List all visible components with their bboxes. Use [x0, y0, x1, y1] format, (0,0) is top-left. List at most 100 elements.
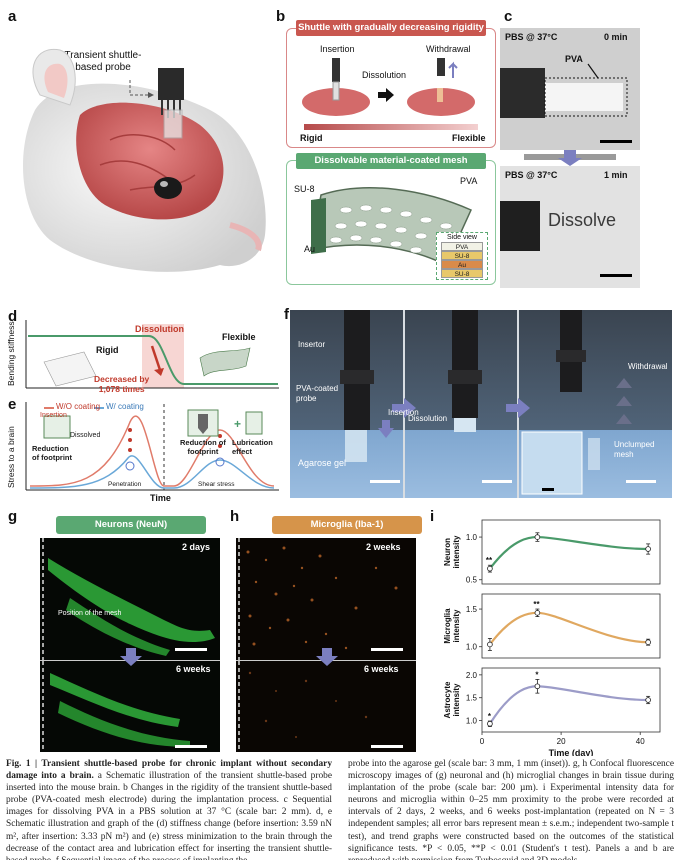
panel-h-label: h: [230, 508, 240, 525]
condition-0min: PBS @ 37°C: [505, 32, 558, 42]
chart-i-xtick-label-1: 20: [557, 737, 566, 746]
svg-text:+: +: [234, 417, 241, 431]
lubrication-line2: effect: [232, 447, 253, 456]
probe-label-line2: based probe: [75, 62, 131, 73]
chart-i-ylabel-word-0-0: Neuron: [443, 538, 452, 566]
microglia-time-2weeks: 2 weeks: [366, 542, 401, 552]
decrease-line2: 1,078 times: [98, 384, 145, 394]
chart-i-ytick-label-0-1: 1.0: [466, 533, 478, 542]
legend-without: W/O coating: [56, 402, 101, 411]
chart-i-ylabel-1: Microgliaintensity: [443, 608, 461, 644]
time-0min: 0 min: [604, 32, 628, 42]
d-ylabel: Bending stiffness: [6, 321, 16, 386]
microglia-banner: Microglia (Iba-1): [272, 516, 422, 534]
chart-i-ylabel-word-0-1: intensity: [452, 535, 461, 568]
panel-a-label: a: [8, 8, 17, 25]
chart-i-sig-2-1: *: [535, 670, 539, 679]
chart-i-sig-1-1: **: [533, 600, 540, 609]
chart-i-frame-1: [481, 593, 661, 659]
e-dissolved-label: Dissolved: [70, 432, 101, 439]
shear-label: Shear stress: [198, 481, 235, 488]
neuron-time-2days: 2 days: [182, 542, 211, 552]
implant-sequence-photo: [290, 310, 672, 498]
lubrication: Lubrication effect: [232, 438, 273, 456]
chart-i-point-0-0: [487, 565, 493, 572]
chart-i-ytick-label-2-2: 2.0: [466, 671, 478, 680]
neuron-image-2days: [40, 538, 220, 660]
layer-su8-bottom: SU-8: [441, 269, 483, 278]
chart-i-point-0-2: [645, 546, 651, 552]
insertion-label: Insertion: [320, 44, 355, 54]
e-insertion-label: Insertion: [40, 412, 67, 419]
side-view-title: Side view: [447, 234, 477, 241]
layer-au: Au: [441, 260, 483, 269]
lubrication-line1: Lubrication: [232, 438, 273, 447]
decrease-line1: Decreased by: [94, 374, 150, 384]
chart-i-line-0: [489, 535, 649, 570]
caption-fig-label: Fig. 1 |: [6, 759, 38, 769]
chart-i-ytick-label-2-1: 1.5: [466, 694, 478, 703]
mesh-diagram: [310, 187, 472, 267]
neuron-image-6weeks-art: [40, 661, 220, 752]
chart-i-ylabel-word-2-0: Astrocyte: [443, 681, 452, 718]
chart-i-ytick-label-1-0: 1.0: [466, 643, 478, 652]
caption-left: Fig. 1 | Transient shuttle-based probe f…: [6, 758, 332, 860]
panel-e-label: e: [8, 396, 17, 413]
h-down-arrow: [316, 648, 338, 666]
caption-right-text: probe into the agarose gel (scale bar: 3…: [348, 759, 674, 860]
layer-su8-top: SU-8: [441, 251, 483, 260]
pva-arrow-label: PVA: [565, 54, 583, 64]
unclumped-line2: mesh: [614, 450, 634, 459]
d-dissolution-label: Dissolution: [135, 324, 184, 334]
chart-i-point-2-1: [534, 683, 541, 690]
e-xlabel: Time: [150, 493, 171, 503]
f-dissolution-label: Dissolution: [408, 414, 448, 423]
dissolution-label: Dissolution: [362, 70, 407, 80]
chart-i-sig-0-0: **: [486, 556, 493, 565]
chart-i-point-1-2: [645, 639, 651, 645]
chart-i-frame-2: [481, 667, 661, 733]
microglia-time-6weeks: 6 weeks: [364, 664, 399, 674]
layer-pva: PVA: [441, 242, 483, 251]
d-rigid-label: Rigid: [96, 345, 119, 355]
down-arrow-c: [524, 150, 616, 166]
chart-i-point-0-1: [534, 534, 541, 540]
au-label: Au: [304, 244, 316, 254]
chart-i-sig-2-0: *: [488, 712, 492, 721]
penetration-label: Penetration: [108, 481, 142, 488]
panel-c-label: c: [504, 8, 513, 25]
neuron-time-6weeks: 6 weeks: [176, 664, 211, 674]
su8-label: SU-8: [294, 184, 315, 194]
dissolve-text: Dissolve: [548, 210, 617, 230]
d-flexible-label: Flexible: [222, 332, 256, 342]
decrease-label: Decreased by 1,078 times: [94, 374, 149, 394]
e-ylabel: Stress to a brain: [6, 426, 16, 488]
chart-i-xtick-label-2: 40: [636, 737, 645, 746]
microglia-image-2weeks-art: [236, 538, 416, 660]
reduction-right: Reduction of footprint: [180, 438, 226, 456]
chart-i-line-1: [489, 611, 649, 646]
f-right-arrow-2: [506, 398, 530, 418]
probe-label: Transient shuttle- based probe: [48, 50, 158, 74]
chart-i-ylabel-word-1-0: Microglia: [443, 608, 452, 644]
chart-i-point-2-0: [487, 720, 493, 727]
f-insertion-label: Insertion: [388, 408, 419, 417]
chart-i-ytick-label-0-0: 0.5: [466, 576, 478, 585]
legend-with: W/ coating: [106, 402, 144, 411]
f-right-arrow-1: [392, 398, 416, 418]
rigidity-banner: Shuttle with gradually decreasing rigidi…: [296, 20, 486, 36]
reduction-right-line2: footprint: [187, 447, 219, 456]
chart-i-line-2: [488, 685, 649, 725]
pva-probe-line1: PVA-coated: [296, 384, 339, 393]
panel-d-label: d: [8, 308, 18, 325]
reduction-left: Reduction of footprint: [32, 444, 72, 462]
pva-label: PVA: [460, 176, 478, 186]
microglia-image-6weeks: [236, 660, 416, 752]
probe-label-line1: Transient shuttle-: [64, 50, 142, 61]
chart-i-xtick-label-0: 0: [480, 737, 485, 746]
neuron-image-6weeks: [40, 660, 220, 752]
chart-i-point-2-2: [645, 697, 651, 703]
time-1min: 1 min: [604, 170, 628, 180]
chart-i-point-1-1: [534, 610, 541, 616]
